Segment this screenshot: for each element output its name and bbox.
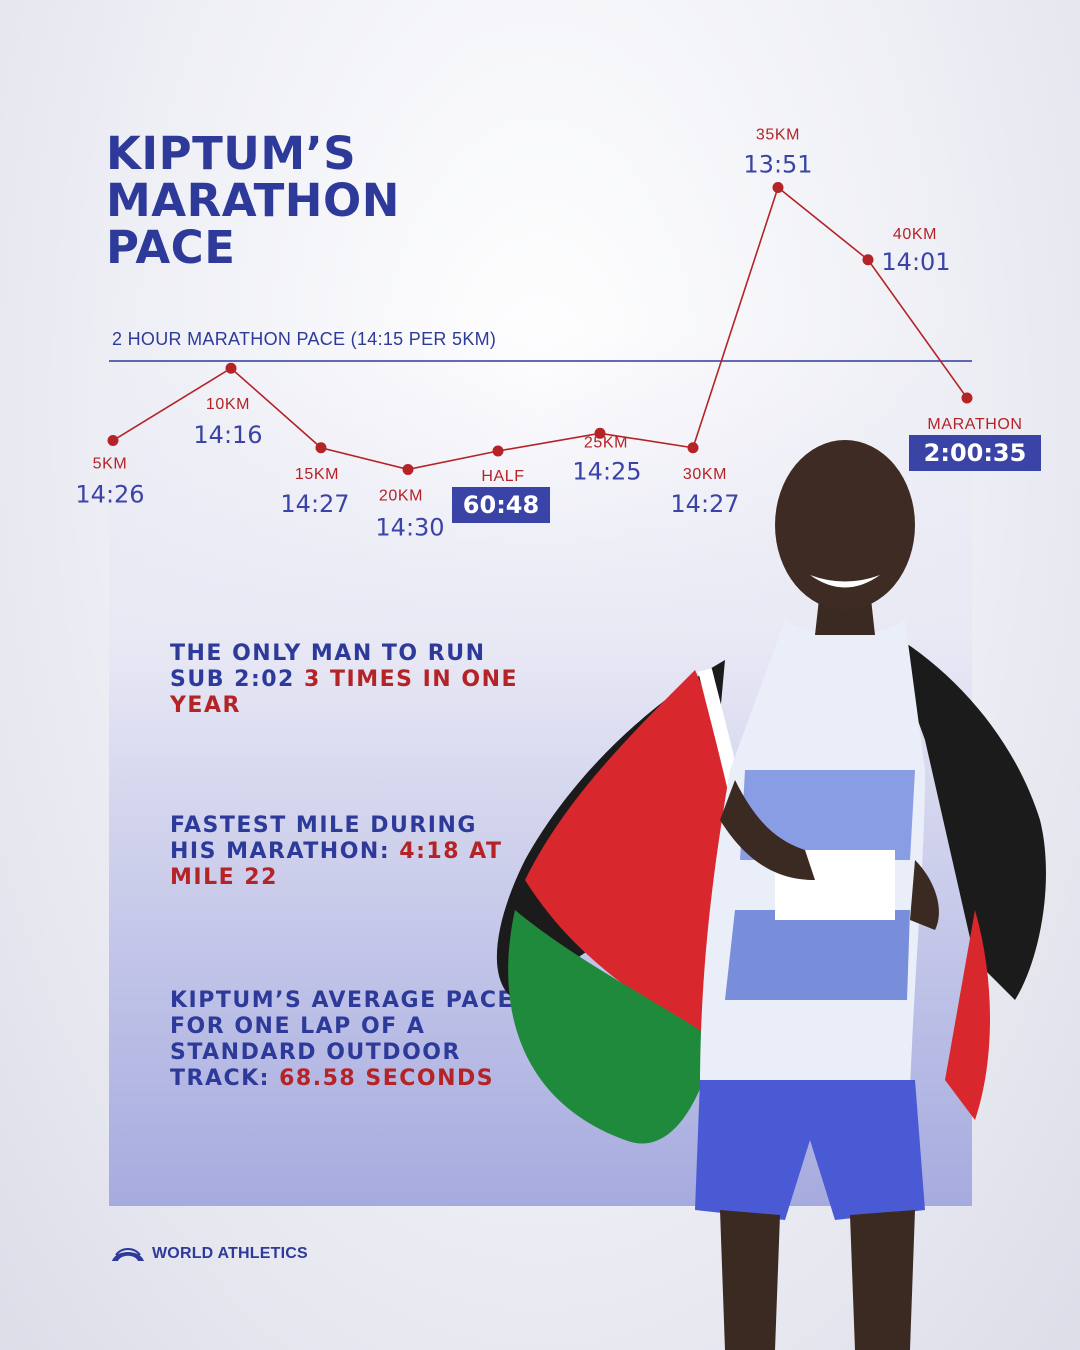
split-distance-label: 25KM [584,434,628,451]
left-arm [720,780,815,880]
split-time-label: 13:51 [743,150,812,178]
right-hand [910,860,939,930]
split-time-label: 14:16 [193,421,262,449]
singlet-pattern-lower [725,910,910,1000]
pace-line-chart: 5KM 14:26 10KM 14:16 15KM 14:27 20KM 14:30 HALF 6… [75,126,1041,541]
split-time-box [909,435,1041,471]
split-time-label: 2:00:35 [924,439,1027,467]
split-time-box [452,487,550,523]
world-athletics-icon [112,1248,144,1261]
split-time-label: 14:26 [75,481,144,509]
split-distance-label: 35KM [756,126,800,143]
data-point [492,445,504,457]
split-time-label: 14:30 [375,513,444,541]
flag-green-band [508,910,715,1144]
flag-right-red [945,910,990,1120]
shorts [695,1080,925,1220]
reference-line-label: 2 HOUR MARATHON PACE (14:15 PER 5KM) [112,329,497,349]
split-time-label: 14:25 [572,457,641,485]
data-point [225,362,237,374]
data-point [315,442,327,454]
split-time-label: 14:27 [670,490,739,518]
pace-series-line [112,186,968,471]
fact-fastest-mile: FASTEST MILE DURING HIS MARATHON: 4:18 A… [170,813,503,890]
split-distance-label: 15KM [295,466,339,483]
split-distance-label: 20KM [379,487,423,504]
flag-right-fold [885,630,1046,1000]
split-time-label: 60:48 [463,491,539,519]
split-time-label: 14:27 [280,490,349,518]
data-point [961,392,973,404]
singlet-pattern [740,770,915,860]
data-point [687,442,699,454]
athlete-photo [496,440,1046,1350]
data-point [402,463,414,475]
split-distance-label: 10KM [206,396,250,413]
brand-name: WORLD ATHLETICS [152,1245,308,1262]
data-point [862,254,874,266]
split-distance-label: 30KM [683,466,727,483]
data-point [107,435,119,447]
data-point [594,427,606,439]
split-distance-label: 40KM [893,226,937,243]
split-distance-label: HALF [481,468,524,485]
fact-lap-pace: KIPTUM’S AVERAGE PACE FOR ONE LAP OF A S… [170,988,515,1091]
page-title: KIPTUM’S MARATHON PACE [106,127,400,274]
head [775,440,915,610]
data-point [772,181,784,193]
split-time-label: 14:01 [881,248,950,276]
left-leg [720,1210,780,1350]
smile [810,575,880,588]
right-leg [850,1210,915,1350]
split-distance-label: MARATHON [927,416,1022,433]
world-athletics-logo: WORLD ATHLETICS [110,1243,308,1265]
fact-sub-202: THE ONLY MAN TO RUN SUB 2:02 3 TIMES IN … [170,641,519,718]
split-distance-label: 5KM [93,456,128,473]
